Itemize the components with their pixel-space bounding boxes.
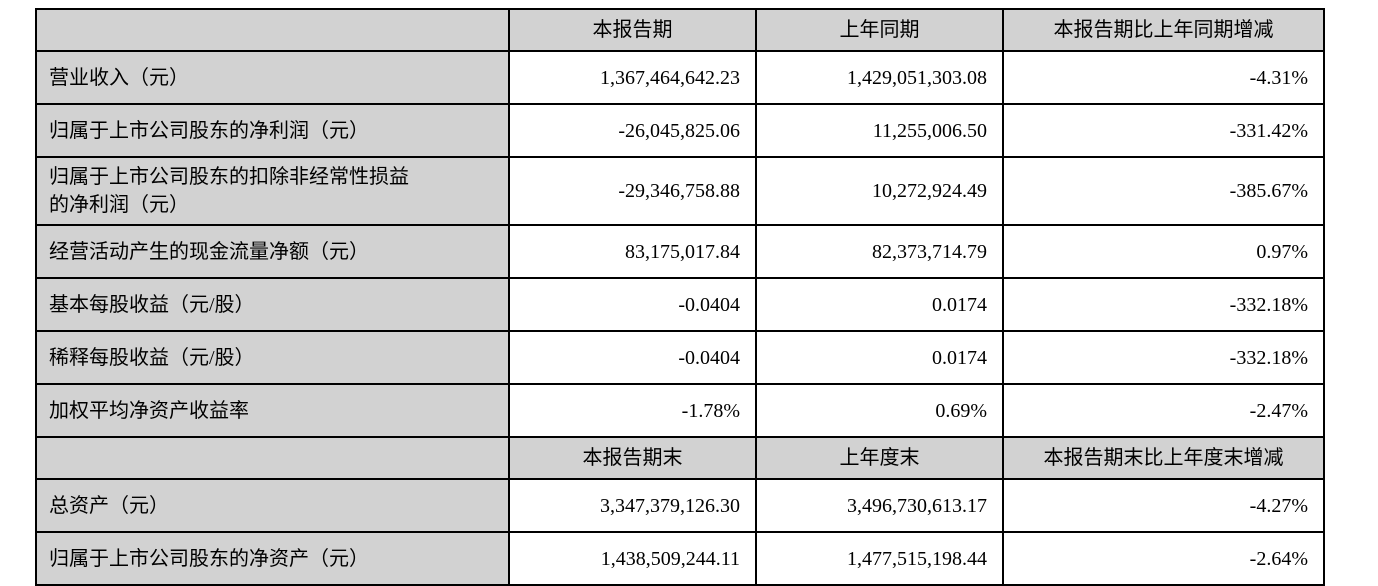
end-of-period-section: 本报告期末 上年度末 本报告期末比上年度末增减 总资产（元） 3,347,379… bbox=[35, 436, 1325, 586]
table-row: 总资产（元） 3,347,379,126.30 3,496,730,613.17… bbox=[35, 478, 1325, 533]
table-row: 加权平均净资产收益率 -1.78% 0.69% -2.47% bbox=[35, 383, 1325, 438]
cell-prior-value: 10,272,924.49 bbox=[755, 156, 1004, 226]
row-label: 归属于上市公司股东的扣除非经常性损益 的净利润（元） bbox=[35, 156, 510, 226]
table-row: 经营活动产生的现金流量净额（元） 83,175,017.84 82,373,71… bbox=[35, 224, 1325, 279]
cell-prior-value: 0.0174 bbox=[755, 330, 1004, 385]
cell-prior-value: 11,255,006.50 bbox=[755, 103, 1004, 158]
cell-change-value: -331.42% bbox=[1002, 103, 1325, 158]
table-row: 归属于上市公司股东的净利润（元） -26,045,825.06 11,255,0… bbox=[35, 103, 1325, 158]
header-prior-period: 上年同期 bbox=[755, 8, 1004, 52]
cell-change-value: -332.18% bbox=[1002, 277, 1325, 332]
financial-summary-table-wrap: 本报告期 上年同期 本报告期比上年同期增减 营业收入（元） 1,367,464,… bbox=[35, 8, 1325, 586]
cell-change-value: -2.64% bbox=[1002, 531, 1325, 586]
cell-prior-value: 82,373,714.79 bbox=[755, 224, 1004, 279]
cell-change-value: -385.67% bbox=[1002, 156, 1325, 226]
row-label: 归属于上市公司股东的净利润（元） bbox=[35, 103, 510, 158]
cell-current-value: -1.78% bbox=[508, 383, 757, 438]
cell-change-value: 0.97% bbox=[1002, 224, 1325, 279]
cell-current-value: -0.0404 bbox=[508, 330, 757, 385]
header-period-change: 本报告期比上年同期增减 bbox=[1002, 8, 1325, 52]
row-label: 经营活动产生的现金流量净额（元） bbox=[35, 224, 510, 279]
row-label: 营业收入（元） bbox=[35, 50, 510, 105]
cell-prior-value: 0.0174 bbox=[755, 277, 1004, 332]
cell-current-value: 1,438,509,244.11 bbox=[508, 531, 757, 586]
row-label: 归属于上市公司股东的净资产（元） bbox=[35, 531, 510, 586]
row-label: 稀释每股收益（元/股） bbox=[35, 330, 510, 385]
header-corner-cell bbox=[35, 436, 510, 480]
cell-prior-value: 3,496,730,613.17 bbox=[755, 478, 1004, 533]
cell-current-value: -26,045,825.06 bbox=[508, 103, 757, 158]
cell-current-value: 3,347,379,126.30 bbox=[508, 478, 757, 533]
row-label: 总资产（元） bbox=[35, 478, 510, 533]
cell-prior-value: 1,477,515,198.44 bbox=[755, 531, 1004, 586]
header-corner-cell bbox=[35, 8, 510, 52]
header-prior-year-end: 上年度末 bbox=[755, 436, 1004, 480]
cell-current-value: -0.0404 bbox=[508, 277, 757, 332]
cell-prior-value: 1,429,051,303.08 bbox=[755, 50, 1004, 105]
cell-current-value: -29,346,758.88 bbox=[508, 156, 757, 226]
cell-current-value: 83,175,017.84 bbox=[508, 224, 757, 279]
cell-prior-value: 0.69% bbox=[755, 383, 1004, 438]
cell-current-value: 1,367,464,642.23 bbox=[508, 50, 757, 105]
cell-change-value: -332.18% bbox=[1002, 330, 1325, 385]
row-label: 基本每股收益（元/股） bbox=[35, 277, 510, 332]
financial-summary-table: 本报告期 上年同期 本报告期比上年同期增减 营业收入（元） 1,367,464,… bbox=[35, 8, 1325, 586]
table-row: 归属于上市公司股东的净资产（元） 1,438,509,244.11 1,477,… bbox=[35, 531, 1325, 586]
header-row-end-of-period: 本报告期末 上年度末 本报告期末比上年度末增减 bbox=[35, 436, 1325, 480]
header-end-change: 本报告期末比上年度末增减 bbox=[1002, 436, 1325, 480]
header-row-period: 本报告期 上年同期 本报告期比上年同期增减 bbox=[35, 8, 1325, 52]
table-row: 稀释每股收益（元/股） -0.0404 0.0174 -332.18% bbox=[35, 330, 1325, 385]
period-section: 本报告期 上年同期 本报告期比上年同期增减 营业收入（元） 1,367,464,… bbox=[35, 8, 1325, 438]
header-current-period: 本报告期 bbox=[508, 8, 757, 52]
cell-change-value: -4.27% bbox=[1002, 478, 1325, 533]
table-row: 归属于上市公司股东的扣除非经常性损益 的净利润（元） -29,346,758.8… bbox=[35, 156, 1325, 226]
table-row: 基本每股收益（元/股） -0.0404 0.0174 -332.18% bbox=[35, 277, 1325, 332]
header-current-period-end: 本报告期末 bbox=[508, 436, 757, 480]
table-row: 营业收入（元） 1,367,464,642.23 1,429,051,303.0… bbox=[35, 50, 1325, 105]
cell-change-value: -4.31% bbox=[1002, 50, 1325, 105]
cell-change-value: -2.47% bbox=[1002, 383, 1325, 438]
row-label: 加权平均净资产收益率 bbox=[35, 383, 510, 438]
